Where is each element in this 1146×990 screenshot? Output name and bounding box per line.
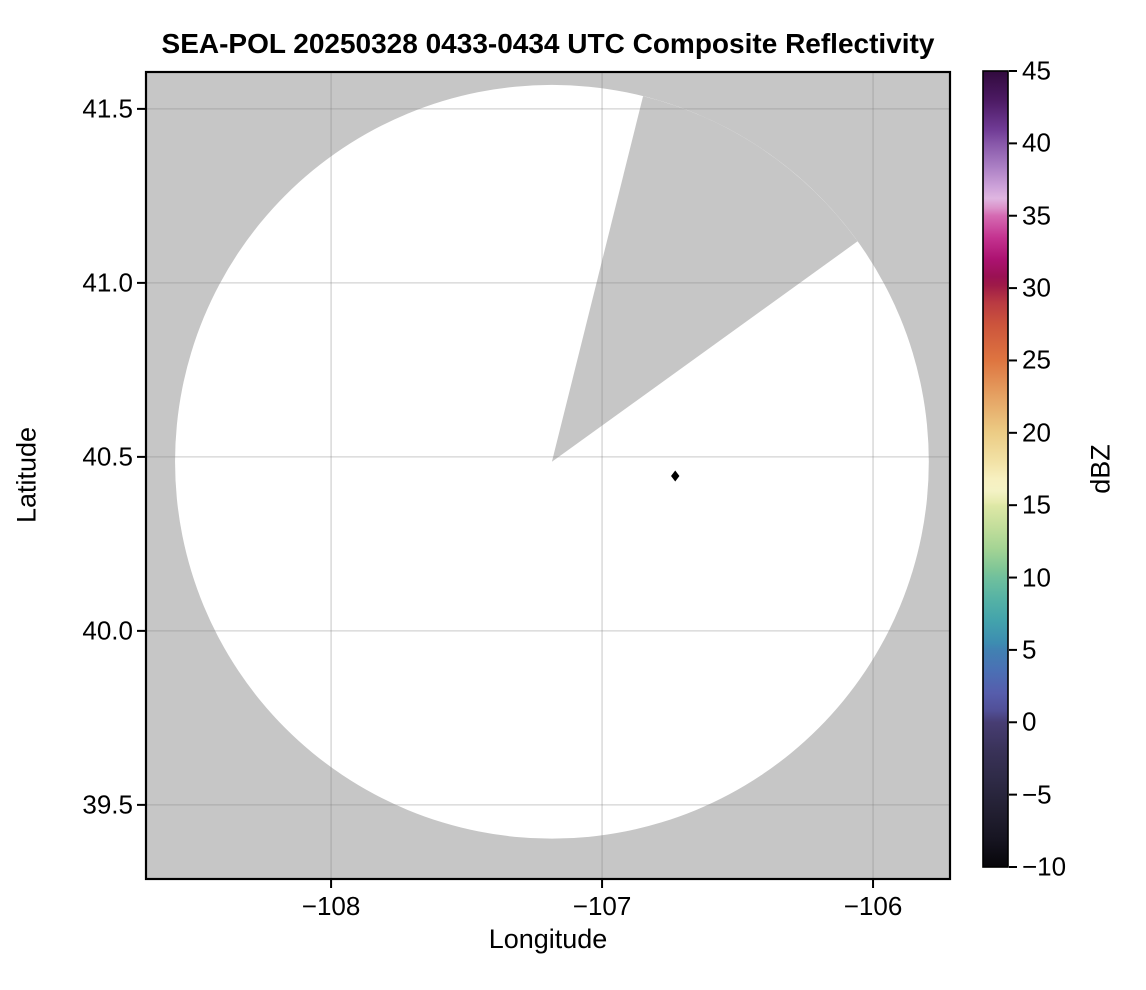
colorbar-tick-label: 35 (1022, 200, 1051, 231)
colorbar-tick-label: 25 (1022, 344, 1051, 375)
y-tick-label: 40.5 (82, 441, 133, 472)
colorbar-tick-label: 5 (1022, 634, 1037, 665)
y-tick-label: 40.0 (82, 615, 133, 646)
colorbar-gradient (982, 70, 1009, 868)
echo-point (671, 470, 680, 482)
x-axis-label: Longitude (488, 924, 608, 954)
colorbar-tick-label: 20 (1022, 417, 1051, 448)
chart-title: SEA-POL 20250328 0433-0434 UTC Composite… (161, 28, 935, 59)
y-tick-label: 41.0 (82, 267, 133, 298)
y-tick-label: 41.5 (82, 93, 133, 124)
y-tick-label: 39.5 (82, 789, 133, 820)
y-axis-label: Latitude (11, 426, 42, 524)
blocked-sector-wedge (551, 96, 858, 462)
colorbar-tick-label: 10 (1022, 562, 1051, 593)
colorbar-tick-label: −10 (1022, 851, 1067, 882)
colorbar-tick-label: 0 (1022, 706, 1037, 737)
x-tick-label: −106 (843, 891, 903, 921)
colorbar-tick-label: −5 (1022, 779, 1052, 810)
colorbar-tick-label: 40 (1022, 127, 1051, 158)
colorbar-label: dBZ (1085, 444, 1116, 494)
colorbar-tick-label: 30 (1022, 272, 1051, 303)
colorbar-tick-label: 15 (1022, 489, 1051, 520)
x-tick-label: −107 (572, 891, 632, 921)
x-tick-label: −108 (301, 891, 361, 921)
colorbar-tick-label: 45 (1022, 55, 1051, 86)
axes-border (144, 70, 952, 881)
